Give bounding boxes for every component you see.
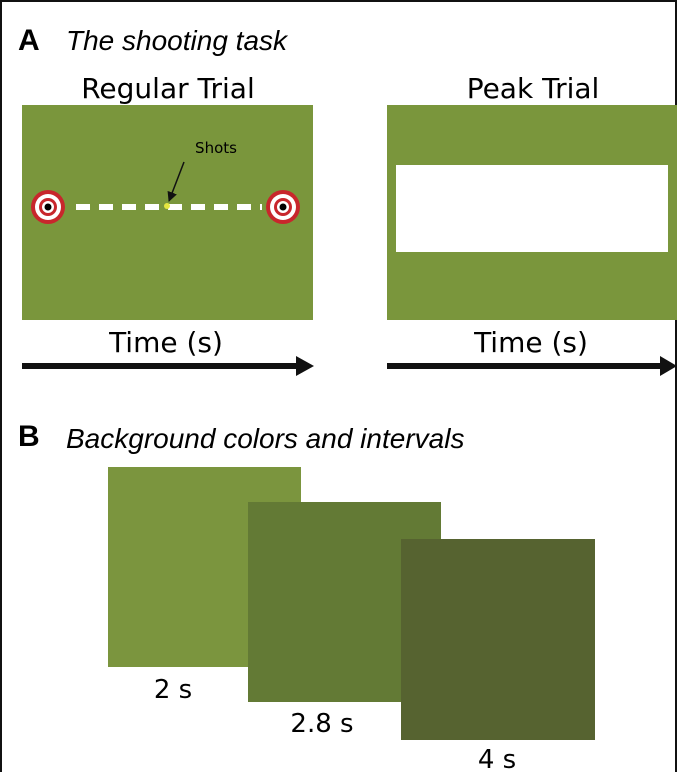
color-swatch bbox=[401, 539, 595, 740]
target bbox=[31, 190, 65, 224]
interval-label: 4 s bbox=[478, 745, 516, 772]
annotation: Shots bbox=[195, 139, 237, 157]
trial-title: Regular Trial bbox=[81, 72, 255, 105]
panel-letter: A bbox=[18, 24, 40, 57]
blank-band bbox=[396, 165, 668, 252]
interval-label: 2.8 s bbox=[290, 709, 353, 739]
target bbox=[266, 190, 300, 224]
panel-title: Background colors and intervals bbox=[66, 423, 464, 454]
panel-title: The shooting task bbox=[66, 25, 289, 56]
trial-title: Peak Trial bbox=[467, 72, 600, 105]
time-label: Time (s) bbox=[473, 326, 588, 359]
time-arrow-head bbox=[296, 356, 314, 376]
time-label: Time (s) bbox=[108, 326, 223, 359]
panel-letter: B bbox=[18, 420, 40, 453]
trial-screen bbox=[22, 105, 313, 320]
annotation-arrow bbox=[167, 161, 185, 202]
time-arrow-head bbox=[660, 356, 677, 376]
interval-label: 2 s bbox=[154, 675, 192, 705]
shot bbox=[164, 203, 170, 209]
